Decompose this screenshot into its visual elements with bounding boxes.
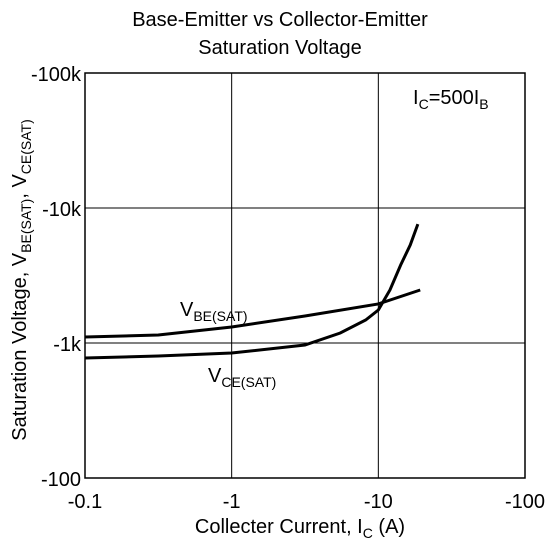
x-tick-label: -0.1 — [68, 491, 102, 513]
line — [84, 223, 420, 360]
annotation: IC=500IB — [413, 87, 489, 112]
x-axis-label: Collecter Current, IC (A) — [195, 516, 405, 541]
plot-frame — [84, 72, 526, 479]
series-label-sub: BE(SAT) — [193, 308, 247, 324]
x-tick-label: -10 — [364, 491, 393, 513]
series-label-main: V — [180, 299, 194, 321]
y-tick-label: -10k — [42, 199, 82, 221]
series-label-main: V — [208, 365, 222, 387]
chart-title: Base-Emitter vs Collector-Emitter — [132, 9, 428, 31]
series-label: VCE(SAT) — [208, 365, 276, 390]
line — [84, 288, 421, 339]
y-tick-label: -100 — [41, 469, 81, 491]
series-label: VBE(SAT) — [180, 299, 248, 324]
y-tick-label: -100k — [31, 64, 82, 86]
y-axis-label: Saturation Voltage, VBE(SAT), VCE(SAT) — [9, 119, 34, 441]
y-tick-label: -1k — [53, 334, 82, 356]
x-tick-label: -1 — [223, 491, 241, 513]
chart-title: Saturation Voltage — [198, 37, 361, 59]
series-label-sub: CE(SAT) — [221, 374, 276, 390]
x-tick-label: -100 — [505, 491, 545, 513]
